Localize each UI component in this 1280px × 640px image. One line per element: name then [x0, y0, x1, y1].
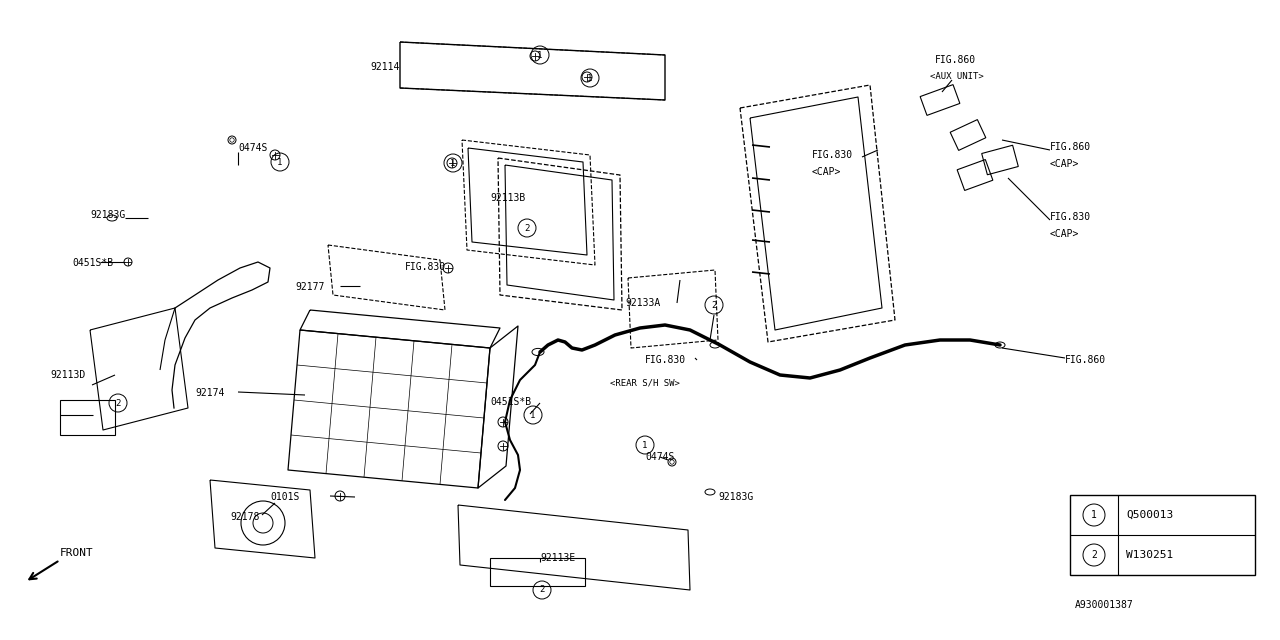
Text: 92113D: 92113D: [50, 370, 86, 380]
Bar: [950, 120, 986, 150]
Text: <CAP>: <CAP>: [812, 167, 841, 177]
Text: 2: 2: [525, 223, 530, 232]
Text: 0451S*B: 0451S*B: [490, 397, 531, 407]
Text: 2: 2: [539, 586, 545, 595]
Text: 2: 2: [115, 399, 120, 408]
Text: FIG.860: FIG.860: [1050, 142, 1091, 152]
Text: FIG.830: FIG.830: [812, 150, 854, 160]
Text: <AUX UNIT>: <AUX UNIT>: [931, 72, 984, 81]
Text: 2: 2: [712, 301, 717, 310]
Text: FIG.830: FIG.830: [404, 262, 447, 272]
Text: 0474S: 0474S: [238, 143, 268, 153]
Text: Q500013: Q500013: [1126, 510, 1174, 520]
Text: FIG.860: FIG.860: [1065, 355, 1106, 365]
Bar: [982, 145, 1019, 175]
Bar: [957, 159, 993, 191]
Text: 1: 1: [451, 159, 456, 168]
Text: FIG.830: FIG.830: [645, 355, 686, 365]
Text: 1: 1: [278, 157, 283, 166]
Bar: [920, 84, 960, 115]
Text: FIG.860: FIG.860: [934, 55, 977, 65]
Text: 2: 2: [1091, 550, 1097, 560]
Text: 92174: 92174: [195, 388, 224, 398]
Text: FIG.830: FIG.830: [1050, 212, 1091, 222]
Text: 0474S: 0474S: [645, 452, 675, 462]
Text: <REAR S/H SW>: <REAR S/H SW>: [611, 378, 680, 387]
Text: <CAP>: <CAP>: [1050, 159, 1079, 169]
Text: 92113B: 92113B: [490, 193, 525, 203]
Text: 0451S*B: 0451S*B: [72, 258, 113, 268]
Bar: [1070, 495, 1254, 575]
Text: 92183G: 92183G: [90, 210, 125, 220]
Text: 92183G: 92183G: [718, 492, 753, 502]
Text: 0101S: 0101S: [270, 492, 300, 502]
Text: 92177: 92177: [294, 282, 324, 292]
Text: A930001387: A930001387: [1075, 600, 1134, 610]
Text: 1: 1: [588, 74, 593, 83]
Text: 92133A: 92133A: [625, 298, 660, 308]
Text: 92114: 92114: [370, 62, 399, 72]
Text: 1: 1: [643, 440, 648, 449]
Text: 92113E: 92113E: [540, 553, 575, 563]
Text: FRONT: FRONT: [60, 548, 93, 558]
Bar: [60, 400, 115, 435]
Bar: [490, 558, 585, 586]
Text: 1: 1: [538, 51, 543, 60]
Text: 1: 1: [1091, 510, 1097, 520]
Text: <CAP>: <CAP>: [1050, 229, 1079, 239]
Text: 92178: 92178: [230, 512, 260, 522]
Text: W130251: W130251: [1126, 550, 1174, 560]
Text: 1: 1: [530, 410, 536, 419]
